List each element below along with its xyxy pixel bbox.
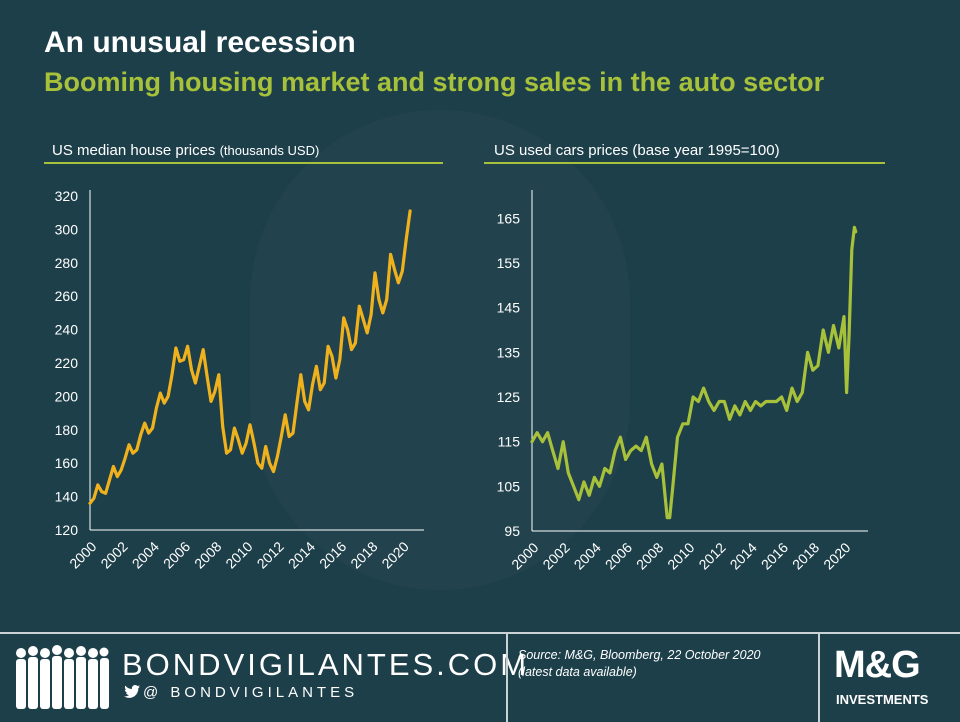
cars-y-tick-label: 125 bbox=[497, 389, 521, 405]
cars-y-tick-label: 105 bbox=[497, 478, 521, 494]
footer-divider-right bbox=[818, 634, 820, 722]
twitter-handle-row[interactable]: @ BONDVIGILANTES bbox=[124, 684, 358, 701]
cars-x-tick-label: 2004 bbox=[571, 539, 604, 572]
cars-x-tick-label: 2000 bbox=[508, 539, 541, 572]
logo-main-text: M&G bbox=[834, 644, 921, 686]
cars-x-tick-label: 2008 bbox=[633, 539, 666, 572]
house-y-tick-label: 320 bbox=[55, 188, 79, 204]
house-y-tick-label: 240 bbox=[55, 322, 79, 338]
twitter-handle: @ BONDVIGILANTES bbox=[143, 684, 359, 701]
house-y-tick-label: 200 bbox=[55, 388, 79, 404]
cars-y-tick-label: 115 bbox=[498, 434, 521, 450]
cars-y-tick-label: 95 bbox=[504, 523, 520, 539]
cars-x-tick-label: 2012 bbox=[695, 539, 728, 572]
source-note: Source: M&G, Bloomberg, 22 October 2020 … bbox=[518, 647, 761, 681]
cars-x-tick-label: 2016 bbox=[758, 539, 791, 572]
cars-y-tick-label: 165 bbox=[497, 210, 521, 226]
footer-divider-left bbox=[506, 634, 508, 722]
house-chart-unit: (thousands USD) bbox=[219, 143, 320, 158]
cars-x-tick-label: 2014 bbox=[727, 539, 760, 572]
footer: BONDVIGILANTES.COM @ BONDVIGILANTES Sour… bbox=[0, 632, 960, 722]
people-silhouettes-icon bbox=[16, 645, 109, 709]
cars-x-tick-label: 2002 bbox=[539, 539, 572, 572]
used-car-price-chart: 9510511512513514515516520002002200420062… bbox=[497, 190, 868, 573]
house-y-tick-label: 260 bbox=[55, 288, 79, 304]
house-y-tick-label: 140 bbox=[55, 489, 79, 505]
cars-x-tick-label: 2006 bbox=[602, 539, 635, 572]
cars-chart-title: US used cars prices (base year 1995=100) bbox=[494, 142, 780, 159]
cars-series-line-0 bbox=[530, 225, 858, 520]
house-price-chart: 1201401601802002202402602803003202000200… bbox=[55, 188, 424, 572]
house-y-tick-label: 280 bbox=[55, 255, 79, 271]
house-chart-title: US median house prices (thousands USD) bbox=[52, 142, 319, 159]
twitter-bird-icon bbox=[124, 685, 140, 698]
house-y-tick-label: 220 bbox=[55, 355, 79, 371]
house-y-tick-label: 180 bbox=[55, 422, 79, 438]
cars-chart-title-rule bbox=[484, 162, 885, 164]
house-y-tick-label: 160 bbox=[55, 455, 79, 471]
house-y-tick-label: 120 bbox=[55, 522, 79, 538]
house-series-line-0 bbox=[88, 209, 412, 505]
cars-x-tick-label: 2020 bbox=[820, 539, 853, 572]
page-title: An unusual recession bbox=[44, 26, 356, 59]
cars-y-tick-label: 135 bbox=[497, 344, 521, 360]
mg-investments-logo[interactable]: M&G INVESTMENTS bbox=[826, 642, 956, 718]
house-chart-title-text: US median house prices bbox=[52, 142, 216, 159]
source-line-1: Source: M&G, Bloomberg, 22 October 2020 bbox=[518, 648, 761, 662]
source-line-2: (latest data available) bbox=[518, 665, 637, 679]
site-name[interactable]: BONDVIGILANTES.COM bbox=[122, 647, 530, 682]
house-chart-title-rule bbox=[44, 162, 443, 164]
logo-sub-text: INVESTMENTS bbox=[836, 692, 929, 707]
page-subtitle: Booming housing market and strong sales … bbox=[44, 67, 825, 97]
cars-y-tick-label: 145 bbox=[497, 300, 521, 316]
cars-x-tick-label: 2010 bbox=[664, 539, 697, 572]
house-y-tick-label: 300 bbox=[55, 221, 79, 237]
cars-y-tick-label: 155 bbox=[497, 255, 521, 271]
cars-x-tick-label: 2018 bbox=[789, 539, 822, 572]
